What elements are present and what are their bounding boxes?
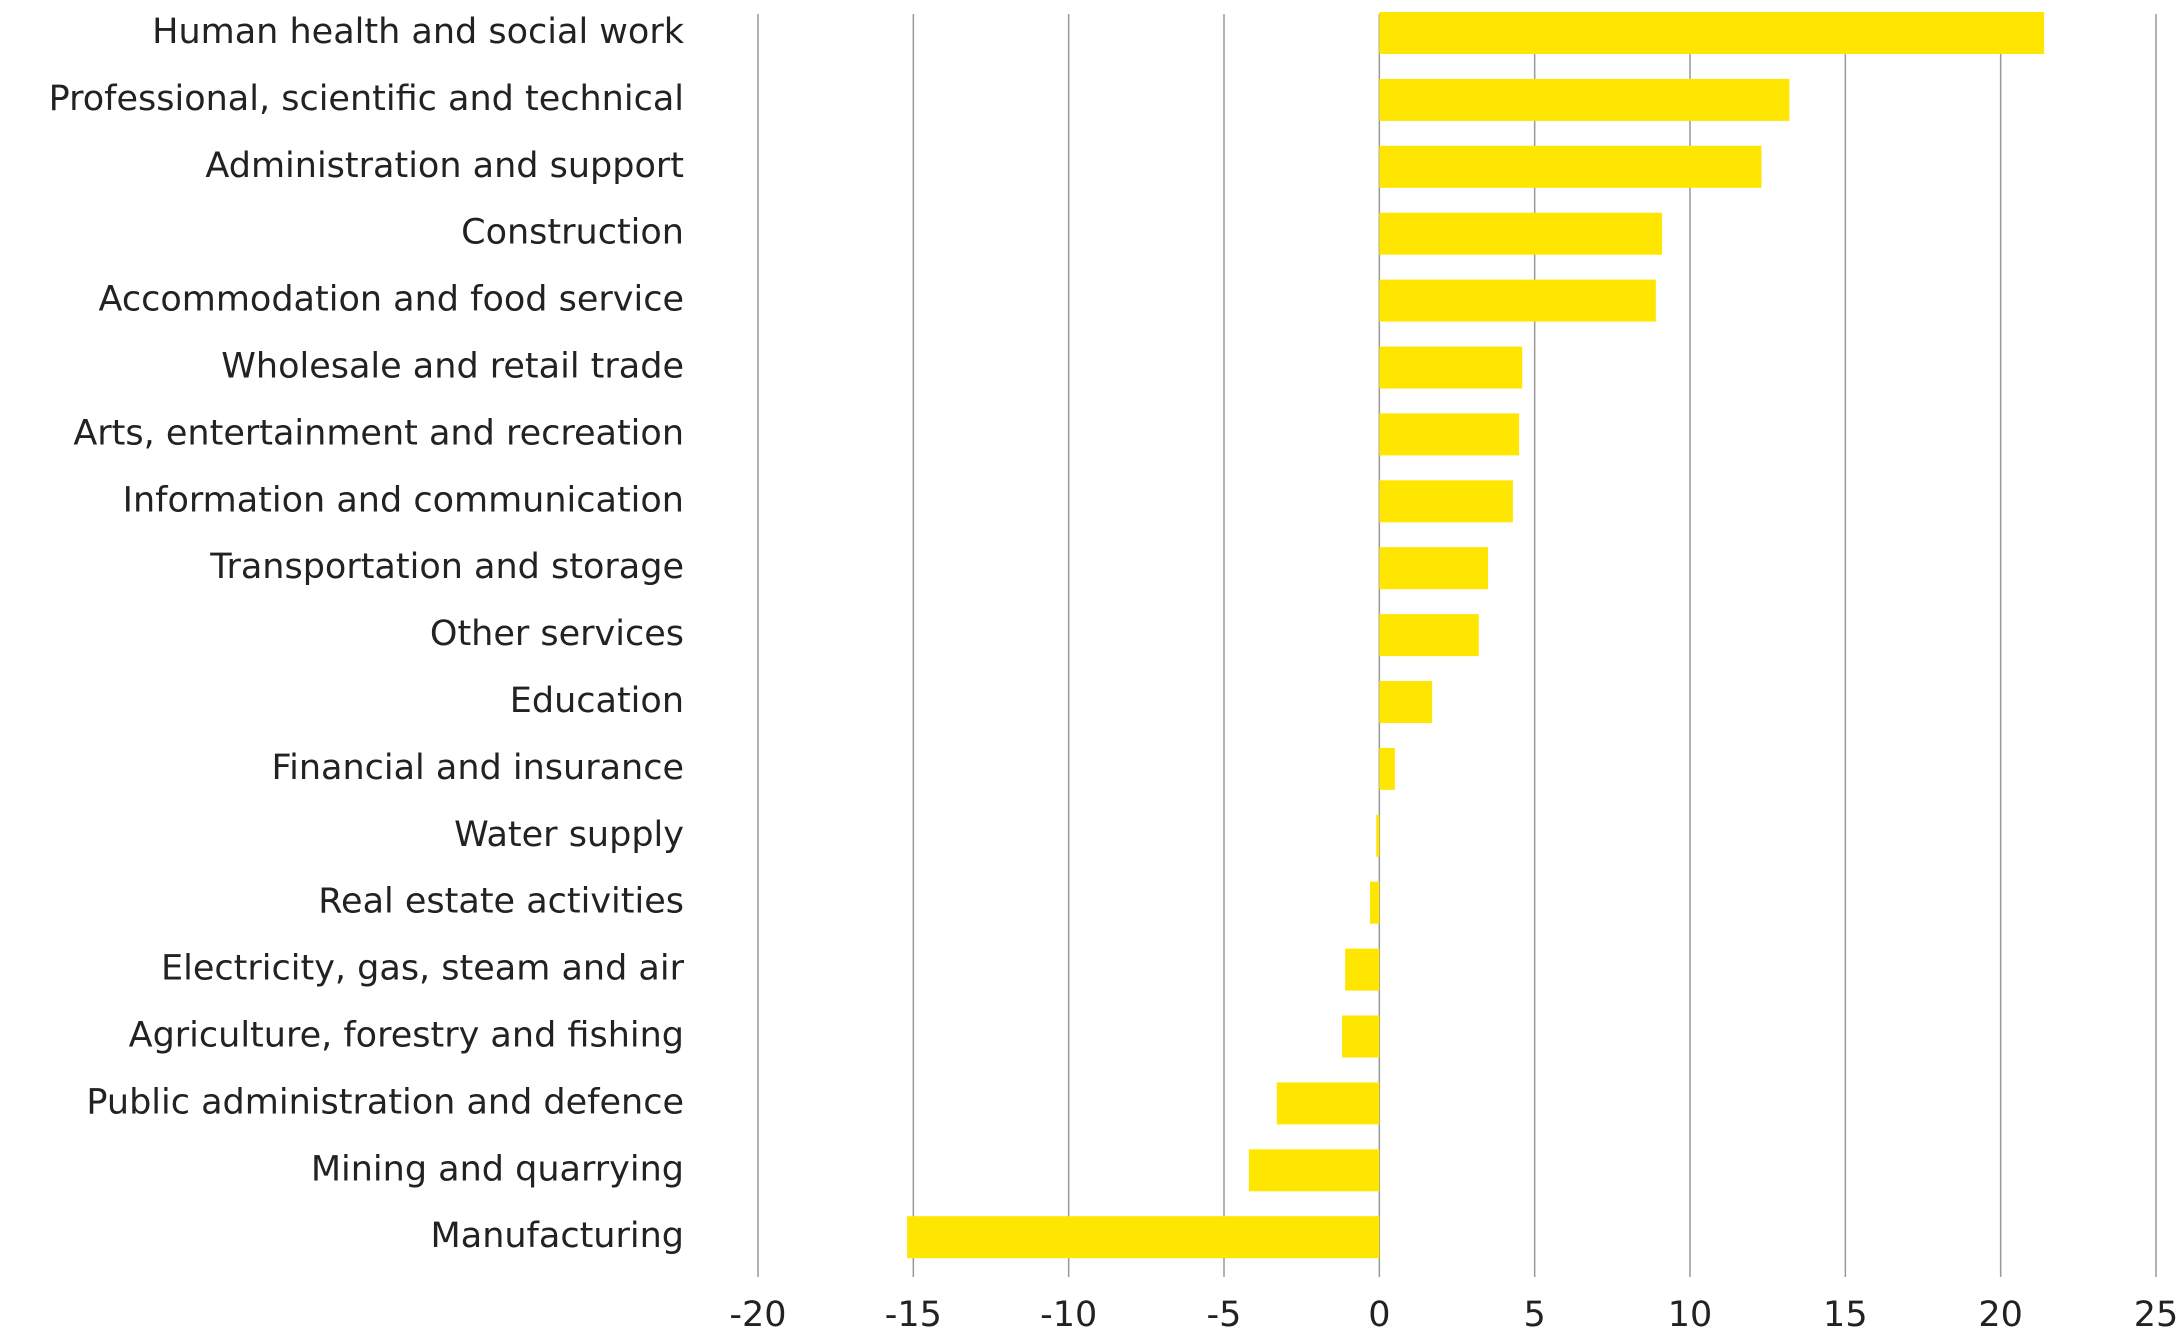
x-tick-label: 10 — [1668, 1295, 1713, 1335]
y-tick-label: Electricity, gas, steam and air — [161, 949, 685, 989]
x-tick-label: 15 — [1823, 1295, 1868, 1335]
bar — [1379, 413, 1520, 456]
x-tick-label: -10 — [1040, 1295, 1097, 1335]
bar — [1376, 814, 1380, 857]
x-tick-label: -15 — [885, 1295, 942, 1335]
x-tick-label: -5 — [1207, 1295, 1242, 1335]
bar — [1379, 480, 1513, 523]
y-tick-label: Human health and social work — [152, 12, 685, 52]
y-tick-label: Transportation and storage — [209, 547, 684, 587]
bar — [1342, 1015, 1380, 1058]
bar — [907, 1216, 1380, 1259]
y-tick-label: Public administration and defence — [86, 1082, 684, 1122]
y-tick-label: Water supply — [454, 815, 684, 855]
y-tick-label: Administration and support — [205, 146, 684, 186]
bar — [1379, 547, 1489, 590]
x-tick-label: 5 — [1524, 1295, 1546, 1335]
bar — [1379, 279, 1656, 322]
x-tick-label: -20 — [729, 1295, 786, 1335]
y-tick-label: Arts, entertainment and recreation — [73, 413, 684, 453]
bar — [1370, 881, 1380, 924]
x-tick-label: 0 — [1368, 1295, 1390, 1335]
y-tick-label: Education — [510, 681, 684, 721]
bar — [1379, 212, 1663, 255]
y-tick-label: Wholesale and retail trade — [221, 347, 684, 387]
y-tick-label: Manufacturing — [431, 1216, 684, 1256]
bar — [1379, 681, 1433, 723]
bar — [1379, 747, 1395, 790]
bar — [1248, 1149, 1380, 1192]
y-tick-label: Agriculture, forestry and fishing — [129, 1016, 684, 1056]
y-tick-label: Construction — [461, 213, 684, 253]
bar — [1379, 78, 1790, 121]
bar — [1345, 948, 1380, 991]
bar — [1276, 1082, 1380, 1125]
bar — [1379, 145, 1762, 188]
bar — [1379, 12, 2045, 54]
bar — [1379, 346, 1523, 389]
bar — [1379, 614, 1479, 657]
y-tick-label: Accommodation and food service — [99, 280, 685, 320]
x-tick-label: 25 — [2134, 1295, 2177, 1335]
y-tick-label: Financial and insurance — [272, 748, 684, 788]
y-tick-label: Information and communication — [123, 480, 684, 520]
y-tick-label: Other services — [430, 614, 684, 654]
x-tick-label: 20 — [1978, 1295, 2023, 1335]
y-tick-label: Mining and quarrying — [311, 1149, 684, 1189]
y-tick-label: Real estate activities — [318, 882, 684, 922]
y-tick-label: Professional, scientific and technical — [49, 79, 684, 119]
